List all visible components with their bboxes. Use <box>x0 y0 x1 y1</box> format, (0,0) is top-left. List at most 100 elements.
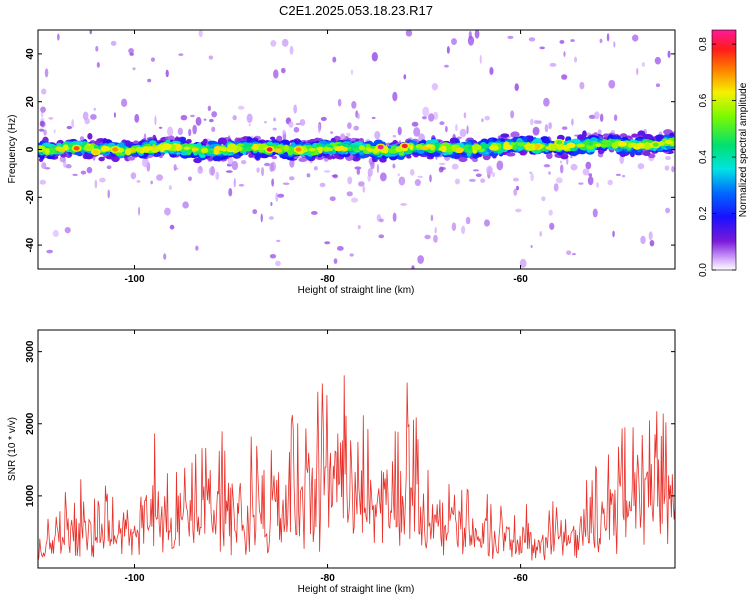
spectrogram-speckle <box>190 114 195 118</box>
spectrogram-speckle <box>46 249 54 254</box>
spectrogram-peak <box>295 147 302 152</box>
spectrogram-speckle <box>59 155 66 163</box>
spectrogram-speckle <box>539 231 543 237</box>
spectrogram-speckle <box>433 234 438 243</box>
spectrogram-cell <box>444 148 454 153</box>
spectrogram-speckle <box>405 30 413 37</box>
spectrogram-speckle <box>434 226 437 234</box>
spectrogram-speckle <box>392 163 396 169</box>
colorbar-label: Normalized spectral amplitude <box>738 82 749 217</box>
spectrogram-speckle <box>281 38 289 47</box>
spectrogram-peak <box>401 143 408 149</box>
spectrogram-speckle <box>332 174 339 179</box>
spectrogram-cell <box>287 148 294 156</box>
spectrogram-speckle <box>371 116 376 120</box>
spectrogram-cell <box>168 135 175 142</box>
spectrogram-speckle <box>515 185 520 191</box>
spectrogram-cell <box>576 143 586 148</box>
spectrogram-cell <box>44 148 50 154</box>
spectrogram-speckle <box>64 226 71 234</box>
spectrogram-speckle <box>107 189 111 199</box>
spectrogram-speckle <box>169 224 175 230</box>
spectrogram-speckle <box>519 258 527 268</box>
spectrogram-cell <box>528 135 534 141</box>
spectrogram-cell <box>550 143 558 151</box>
spectrogram-speckle <box>96 61 100 68</box>
spectrogram-speckle <box>261 166 265 177</box>
snr-x-label: Height of straight line (km) <box>298 584 415 595</box>
spectrogram-speckle <box>570 39 575 43</box>
snr-panel: -100 -80 -60 1000 2000 3000 Height of straig… <box>7 329 676 595</box>
spectrogram-speckle <box>446 46 450 54</box>
spectrogram-cell <box>438 147 444 151</box>
spectrogram-speckle <box>275 192 279 202</box>
spectrogram-speckle <box>86 166 93 174</box>
spectrogram-speckle <box>231 160 239 171</box>
spectrogram-speckle <box>282 129 286 135</box>
spectrogram-speckle <box>240 159 247 165</box>
spectrogram-speckle <box>106 165 112 170</box>
spectrogram-speckle <box>211 111 218 118</box>
spectrogram-speckle <box>281 67 286 74</box>
spectrogram-cell <box>479 143 490 149</box>
spectrogram-speckle <box>339 133 346 142</box>
spectrogram-cell <box>409 144 414 151</box>
spectrogram-speckle <box>593 111 600 120</box>
spectrogram-speckle <box>496 160 504 171</box>
spectrogram-speckle <box>374 131 381 140</box>
spectrogram-cell <box>273 148 283 153</box>
spectrogram-speckle <box>233 177 236 188</box>
spectrogram-speckle <box>532 126 540 136</box>
spectrogram-cell <box>560 153 569 160</box>
spectrogram-cell <box>298 157 308 162</box>
spectrogram-speckle <box>156 174 164 181</box>
spectrogram-speckle <box>588 173 593 177</box>
spectrogram-cell <box>534 143 541 150</box>
spectrogram-speckle <box>264 162 271 167</box>
spectrogram-speckle <box>570 155 573 159</box>
snr-y-ticks: 1000 2000 3000 <box>25 340 675 507</box>
spectrogram-speckle <box>444 64 449 68</box>
spectrogram-speckle <box>362 185 366 193</box>
spectrogram-speckle <box>484 115 491 121</box>
spectrogram-speckle <box>665 155 671 161</box>
spectrogram-speckle <box>323 170 331 173</box>
spectrogram-speckle <box>246 113 253 124</box>
spectrogram-speckle <box>613 41 616 48</box>
spectrogram-speckle <box>612 230 615 238</box>
spectrogram-speckle <box>543 97 550 107</box>
spectrogram-speckle <box>667 50 671 58</box>
spectrogram-speckle <box>130 172 137 180</box>
spectrogram-cell <box>339 145 345 151</box>
spectrogram-speckle <box>40 106 46 113</box>
spectrogram-x-ticks: -100 -80 -60 <box>125 30 528 285</box>
spectrogram-speckle <box>237 105 245 110</box>
spectrogram-speckle <box>654 56 662 65</box>
spectrogram-speckle <box>403 74 407 80</box>
spectrogram-speckle <box>570 163 578 171</box>
spectrogram-cell <box>212 155 220 162</box>
spectrogram-cell <box>133 140 139 145</box>
spectrogram-speckle <box>270 201 273 207</box>
spectrogram-speckle <box>578 182 584 185</box>
spectrogram-speckle <box>515 208 522 213</box>
spectrogram-cell <box>638 143 643 147</box>
spectrogram-speckle <box>541 196 546 202</box>
spectrogram-speckle <box>606 33 610 42</box>
spectrogram-speckle <box>512 177 519 182</box>
spectrogram-speckle <box>269 253 277 259</box>
spectrogram-speckle <box>53 129 56 134</box>
spectrogram-cell <box>587 141 594 146</box>
spectrogram-speckle <box>134 113 140 123</box>
colorbar-gradient <box>711 29 737 271</box>
spectrogram-speckle <box>273 69 279 79</box>
spectrogram-speckle <box>260 213 263 223</box>
spectrogram-speckle <box>582 168 590 176</box>
spectrogram-speckle <box>371 51 378 62</box>
spectrogram-cell <box>502 144 513 151</box>
spectrogram-speckle <box>587 176 594 186</box>
spectrogram-cell <box>516 142 527 147</box>
spectrogram-cell <box>135 146 142 152</box>
snr-frame <box>37 329 676 569</box>
spectrogram-speckle <box>484 219 490 227</box>
